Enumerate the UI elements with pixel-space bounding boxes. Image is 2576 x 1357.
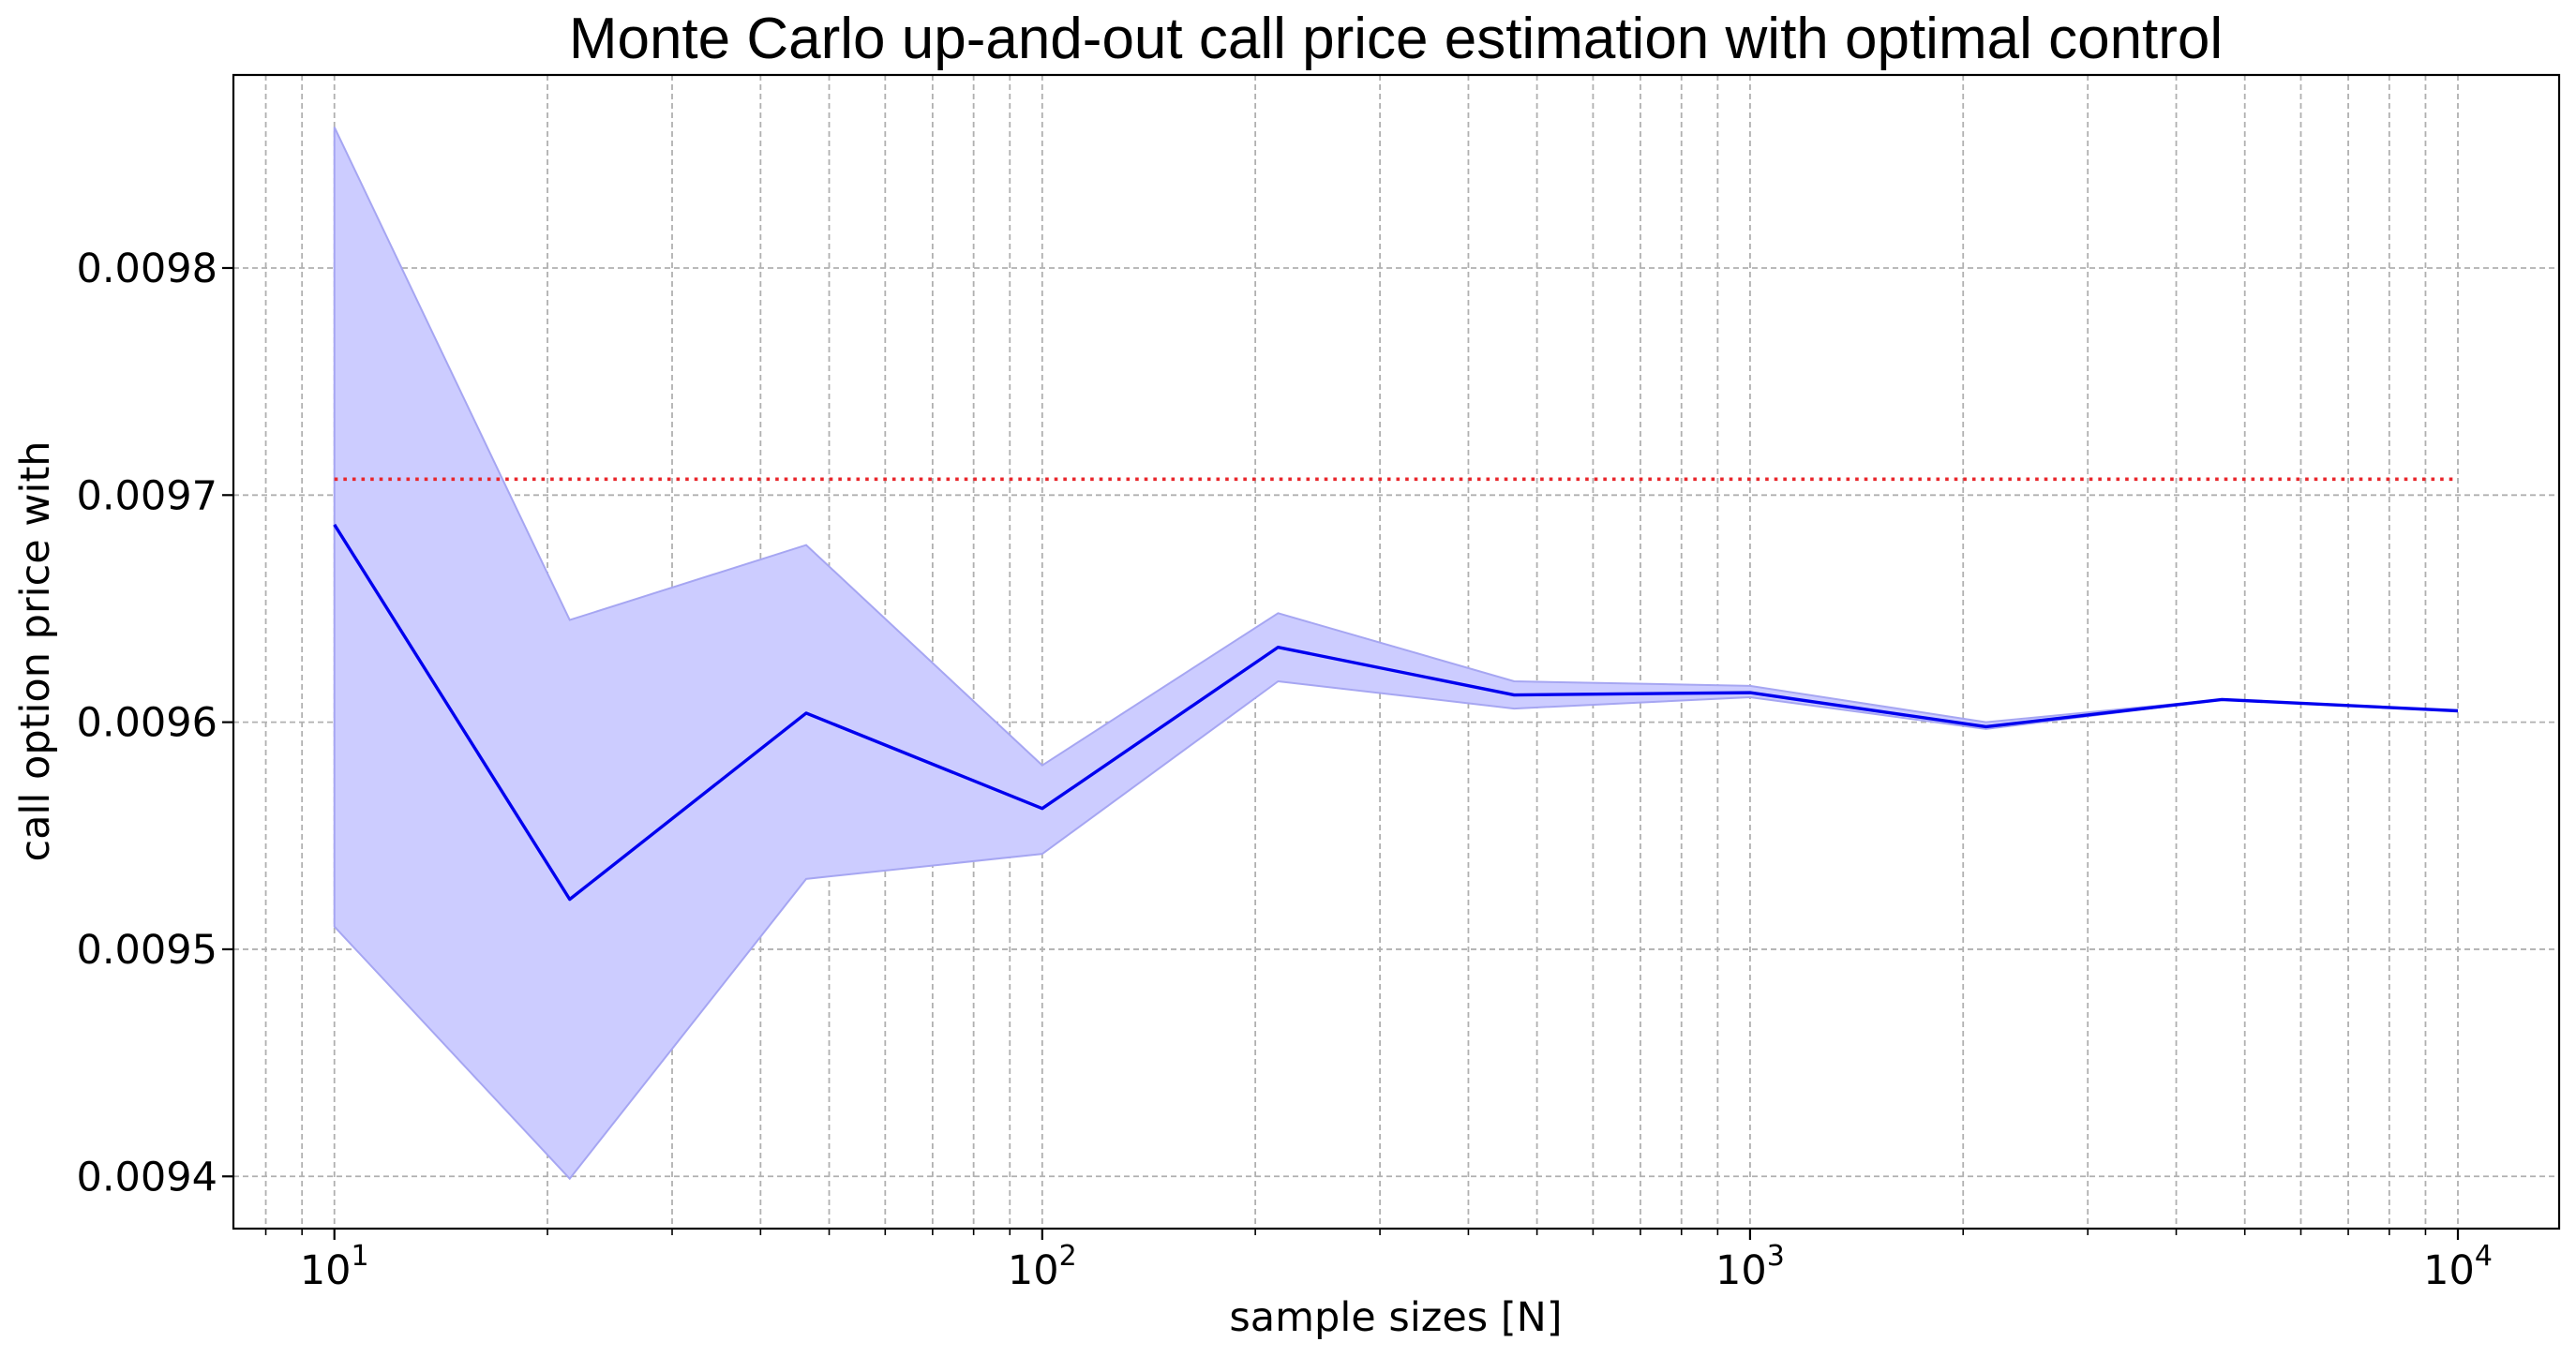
estimate-line-layer — [333, 523, 2459, 902]
x-tick-label: 104 — [2423, 1240, 2493, 1294]
x-tick-label: 101 — [300, 1240, 369, 1294]
x-tick-labels: 101 102 103 104 — [300, 1240, 2493, 1294]
y-tick-labels: 0.0094 0.0095 0.0096 0.0097 0.0098 — [77, 246, 217, 1200]
confidence-band — [333, 127, 2459, 1181]
y-tick-label: 0.0096 — [77, 700, 217, 747]
y-tick-label: 0.0094 — [77, 1154, 217, 1200]
x-tick-label: 103 — [1715, 1240, 1785, 1294]
estimate-line — [333, 523, 2459, 902]
y-tick-label: 0.0095 — [77, 927, 217, 974]
axis-ticks — [222, 266, 2460, 1240]
chart-title: Monte Carlo up-and-out call price estima… — [569, 7, 2223, 71]
x-axis-label: sample sizes [N] — [1229, 1294, 1562, 1341]
confidence-band-layer — [333, 127, 2459, 1181]
plot-frame — [232, 73, 2561, 1230]
y-tick-label: 0.0097 — [77, 472, 217, 519]
y-axis-label: call option price with — [12, 440, 59, 861]
x-tick-label: 102 — [1008, 1240, 1077, 1294]
y-tick-label: 0.0098 — [77, 246, 217, 292]
